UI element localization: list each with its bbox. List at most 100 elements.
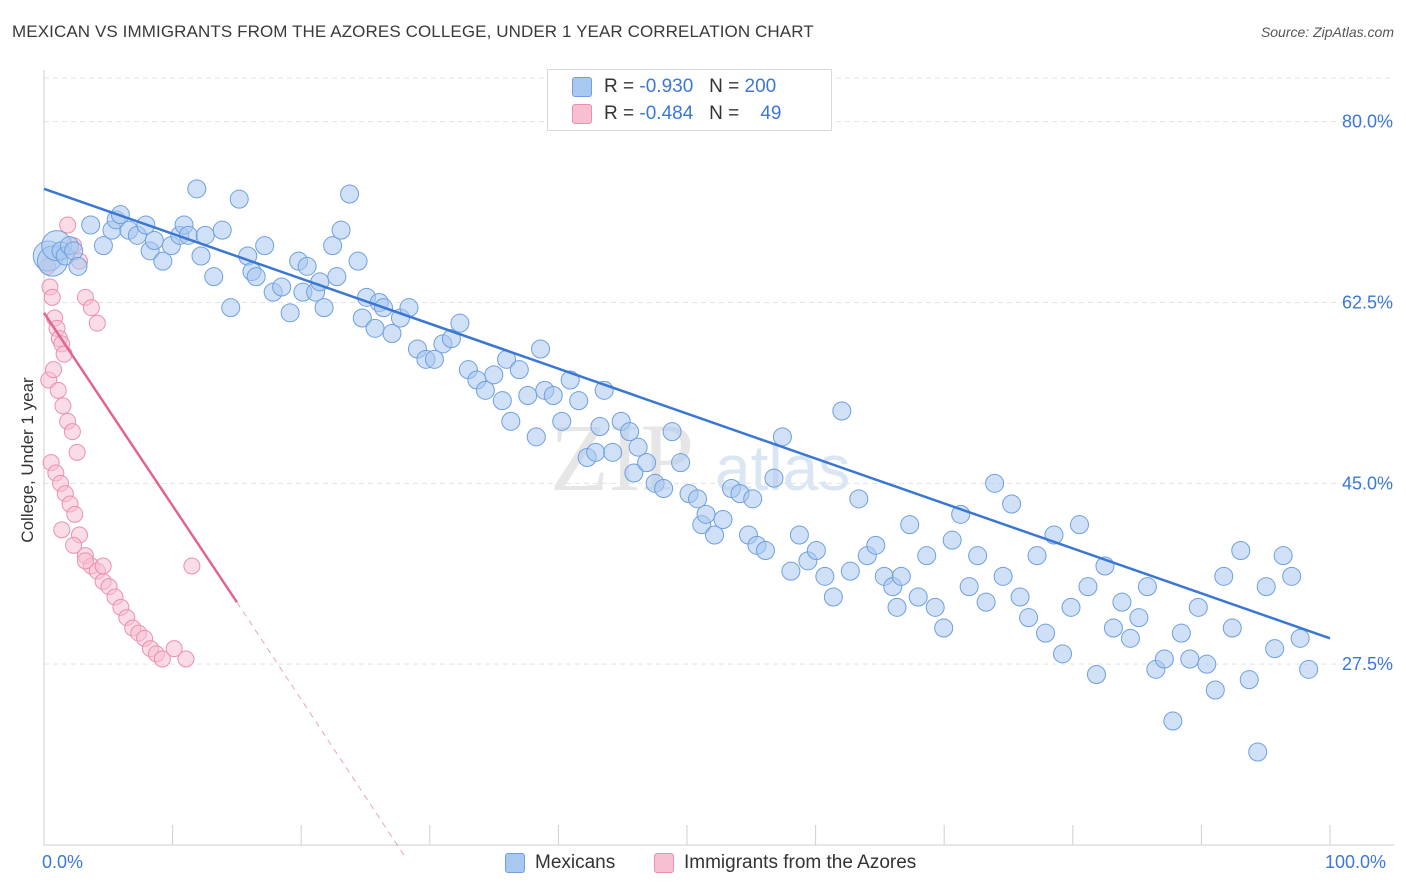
mexican-point [624,463,644,483]
mexican-point [993,566,1013,586]
mexican-point [531,339,551,359]
mexican-point [815,566,835,586]
y-axis-label: College, Under 1 year [18,377,37,543]
mexican-point [526,427,546,447]
mexican-point [1129,608,1149,628]
bottom-legend-swatch-pink [654,853,674,873]
mexican-point [327,267,347,287]
y-tick-label: 45.0% [1342,473,1393,493]
mexican-point [1256,577,1276,597]
legend-n-label: N = [709,76,740,97]
mexican-point [772,427,792,447]
azores-point [88,314,106,332]
mexican-point [221,298,241,318]
mexican-point [1214,566,1234,586]
mexican-point [823,587,843,607]
legend-row-azores: R = -0.484 N = 49 [572,101,781,127]
legend-n-value: 200 [744,76,777,97]
mexican-point [705,525,725,545]
y-tick-label: 27.5% [1342,654,1393,674]
mexican-point [68,256,88,276]
mexican-point [620,422,640,442]
mexican-point [1222,618,1242,638]
mexican-point [887,597,907,617]
azores-point [76,552,94,570]
mexican-point [590,417,610,436]
mexican-point [348,251,368,271]
mexican-point [229,189,249,209]
legend-n-label: N = [709,103,740,124]
mexican-point [840,561,860,581]
legend-n-value: 49 [760,103,782,124]
azores-point [183,557,201,575]
mexican-point [144,231,164,250]
mexican-point [849,489,869,509]
mexican-point [352,308,372,328]
azores-point [153,650,171,668]
azores-point [54,397,72,415]
legend-r-value: -0.484 [639,103,694,124]
mexican-point [365,318,385,338]
mexican-point [688,489,708,509]
mexican-point [323,236,343,256]
mexican-point [942,530,962,550]
legend-swatch-blue [572,77,592,97]
mexican-point [1163,711,1183,731]
mexican-point [1086,665,1106,684]
mexican-point [518,386,538,405]
mexican-point [900,515,920,535]
mexican-point [832,401,852,421]
azores-point [49,381,67,399]
mexican-point [280,303,300,323]
azores-point [59,216,77,234]
mexicans-trendline [43,187,1331,640]
mexican-point [637,453,657,473]
mexican-point [781,561,801,581]
azores-trendline [42,312,238,603]
mexican-point [1248,742,1268,762]
mexican-point [696,504,716,524]
chart-title: MEXICAN VS IMMIGRANTS FROM THE AZORES CO… [12,22,814,41]
mexican-point [1010,587,1030,607]
bottom-legend-swatch-blue [505,853,525,873]
mexican-point [1027,546,1047,566]
mexican-point [255,236,275,256]
mexican-point [1112,592,1132,612]
mexican-point [424,349,444,369]
mexican-point [764,468,784,488]
mexican-point [925,597,945,617]
source-label: Source: ZipAtlas.com [1260,24,1394,40]
correlation-legend: R = -0.930 N = 200 R = -0.484 N = 49 [547,69,832,131]
mexican-point [475,380,495,400]
mexican-point [1120,628,1140,648]
mexican-point [153,251,173,271]
mexican-point [212,220,232,240]
mexican-point [1188,597,1208,617]
mexican-point [204,267,224,287]
legend-swatch-pink [572,104,592,124]
mexican-point [1069,515,1089,535]
mexican-point [191,246,211,266]
mexican-point [1171,623,1191,643]
azores-point [68,443,86,461]
azores-point [165,640,183,658]
mexican-point [985,473,1005,493]
azores-point [53,521,71,539]
mexican-point [654,479,674,498]
mexican-point [501,411,521,431]
mexican-point [1036,623,1056,643]
mexican-point [662,422,682,442]
bottom-legend-label: Mexicans [535,852,616,873]
mexican-point [484,365,504,385]
mexican-point [586,442,606,462]
azores-point [94,557,112,575]
mexican-point [331,220,351,240]
azores-trendline-extension [236,601,405,856]
azores-point [82,299,100,317]
mexican-point [272,277,292,297]
mexican-point [1002,494,1022,514]
azores-point [44,361,62,379]
azores-point [55,345,73,363]
mexican-point [297,256,317,276]
legend-row-mexicans: R = -0.930 N = 200 [572,74,776,100]
